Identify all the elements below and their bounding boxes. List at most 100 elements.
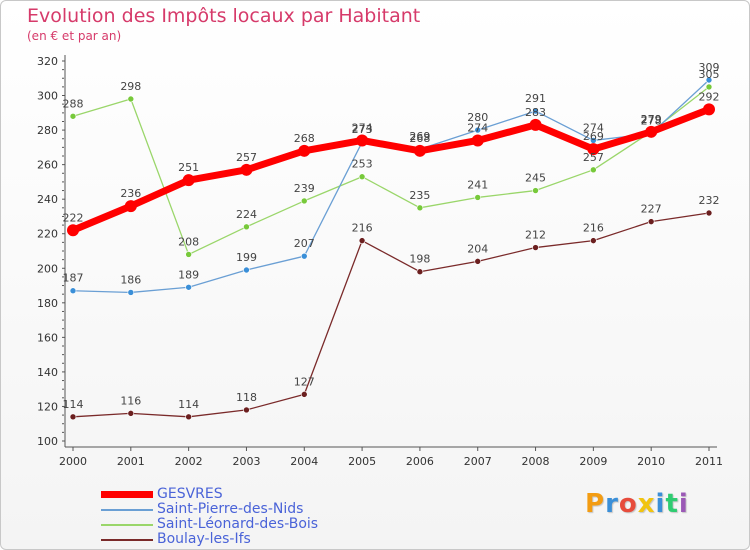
x-tick-label: 2009 [579, 455, 607, 468]
x-tick-label: 2011 [695, 455, 723, 468]
data-label-boulay-les-ifs: 127 [294, 375, 315, 388]
point-boulay-les-ifs [416, 268, 424, 276]
y-tick-label: 300 [37, 90, 58, 103]
data-label-saint-leonard-des-bois: 239 [294, 182, 315, 195]
proxiti-logo: Proxiti [585, 489, 689, 519]
point-gesvres [67, 224, 79, 237]
point-gesvres [356, 134, 369, 147]
data-label-saint-leonard-des-bois: 235 [409, 189, 430, 202]
data-label-boulay-les-ifs: 114 [178, 398, 199, 411]
point-saint-leonard-des-bois [474, 194, 482, 201]
y-tick-label: 260 [37, 159, 58, 172]
data-label-saint-leonard-des-bois: 305 [699, 68, 720, 81]
legend-swatch-saint-leonard-des-bois [101, 524, 153, 526]
x-tick-label: 2004 [290, 455, 318, 468]
data-label-boulay-les-ifs: 212 [525, 229, 546, 242]
data-label-gesvres: 274 [467, 121, 488, 134]
data-label-saint-pierre-des-nids: 273 [352, 123, 373, 136]
data-label-gesvres: 274 [352, 121, 373, 134]
data-label-boulay-les-ifs: 216 [352, 222, 373, 235]
point-boulay-les-ifs [243, 406, 250, 414]
y-tick-label: 240 [37, 193, 58, 206]
y-tick-label: 280 [37, 124, 58, 137]
point-saint-pierre-des-nids [532, 107, 539, 115]
chart-title: Evolution des Impôts locaux par Habitant [27, 5, 421, 27]
legend-swatch-saint-pierre-des-nids [101, 509, 153, 511]
data-label-gesvres: 268 [294, 132, 315, 145]
data-label-boulay-les-ifs: 204 [467, 242, 488, 255]
legend-swatch-gesvres [101, 491, 153, 498]
legend-item-boulay-les-ifs: Boulay-les-Ifs [101, 531, 421, 547]
point-saint-pierre-des-nids [243, 266, 250, 274]
data-label-boulay-les-ifs: 198 [409, 253, 430, 266]
point-boulay-les-ifs [69, 413, 77, 421]
series-line-gesvres [69, 105, 713, 234]
point-gesvres [413, 144, 426, 157]
data-label-boulay-les-ifs: 118 [236, 391, 257, 404]
point-gesvres [240, 163, 253, 176]
y-tick-label: 220 [37, 228, 58, 241]
point-saint-pierre-des-nids [705, 76, 713, 84]
data-label-saint-leonard-des-bois: 208 [178, 235, 199, 248]
point-boulay-les-ifs [705, 209, 713, 217]
x-tick-label: 2010 [637, 455, 665, 468]
logo-letter: t [665, 489, 679, 519]
data-label-saint-leonard-des-bois: 241 [467, 178, 488, 191]
y-tick-label: 160 [37, 331, 58, 344]
point-gesvres [182, 174, 195, 187]
point-saint-leonard-des-bois [127, 95, 135, 103]
logo-letter: o [618, 489, 638, 519]
legend-swatch-boulay-les-ifs [101, 539, 153, 541]
data-label-boulay-les-ifs: 227 [641, 203, 662, 216]
data-labels: 114 116 114 118 127 216 198 204 212 216 227 232 288 2… [63, 61, 720, 411]
y-tick-label: 320 [37, 55, 58, 68]
data-label-boulay-les-ifs: 232 [699, 194, 720, 207]
logo-letter: x [637, 489, 656, 519]
data-label-saint-leonard-des-bois: 253 [352, 158, 373, 171]
point-saint-pierre-des-nids [185, 283, 192, 291]
data-label-saint-pierre-des-nids: 186 [120, 273, 141, 286]
logo-letter: P [585, 489, 606, 519]
series-line-saint-leonard-des-bois [72, 86, 710, 256]
x-tick-label: 2002 [175, 455, 203, 468]
axes: 100 120 140 160 180 200 220 240 260 280 300 320 2000… [37, 55, 723, 468]
point-boulay-les-ifs [127, 410, 135, 417]
legend: GESVRES Saint-Pierre-des-Nids Saint-Léon… [101, 486, 421, 547]
data-label-saint-pierre-des-nids: 274 [583, 121, 604, 134]
data-label-saint-pierre-des-nids: 187 [63, 272, 84, 285]
point-gesvres [645, 125, 658, 138]
chart-subtitle: (en € et par an) [27, 29, 122, 43]
data-label-gesvres: 279 [641, 113, 662, 126]
point-saint-leonard-des-bois [590, 166, 597, 174]
point-saint-pierre-des-nids [474, 126, 482, 134]
point-saint-pierre-des-nids [300, 252, 308, 260]
data-label-boulay-les-ifs: 116 [120, 394, 141, 407]
x-tick-label: 2001 [117, 455, 145, 468]
y-tick-label: 180 [37, 297, 58, 310]
point-saint-pierre-des-nids [127, 289, 135, 296]
point-gesvres [529, 118, 542, 131]
data-label-gesvres: 222 [63, 211, 84, 224]
series-lines [69, 79, 713, 418]
data-label-gesvres: 251 [178, 161, 199, 174]
point-saint-leonard-des-bois [300, 197, 308, 205]
point-boulay-les-ifs [358, 237, 366, 244]
data-label-saint-leonard-des-bois: 257 [583, 151, 604, 164]
data-label-saint-pierre-des-nids: 291 [525, 92, 546, 105]
data-label-saint-pierre-des-nids: 207 [294, 237, 315, 250]
data-label-saint-pierre-des-nids: 199 [236, 251, 257, 264]
data-label-gesvres: 236 [120, 187, 141, 200]
point-saint-leonard-des-bois [416, 204, 424, 212]
point-saint-leonard-des-bois [705, 83, 713, 91]
data-label-saint-pierre-des-nids: 278 [641, 115, 662, 128]
point-saint-pierre-des-nids [69, 287, 77, 295]
data-label-saint-pierre-des-nids: 189 [178, 268, 199, 281]
data-label-gesvres: 268 [409, 132, 430, 145]
point-boulay-les-ifs [532, 244, 539, 251]
x-tick-label: 2000 [59, 455, 87, 468]
point-gesvres [298, 144, 311, 157]
x-tick-label: 2003 [232, 455, 260, 468]
y-tick-label: 200 [37, 262, 58, 275]
